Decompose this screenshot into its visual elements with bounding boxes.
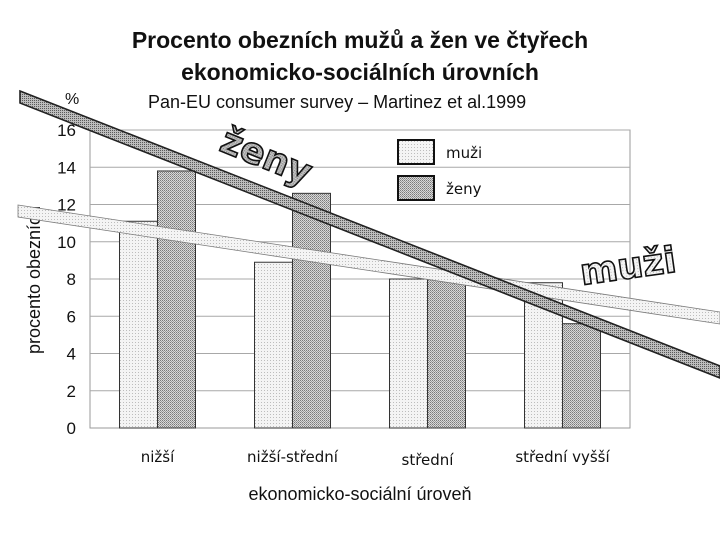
trend-line-zeny — [19, 89, 720, 379]
chart-title: Procento obezních mužů a žen ve čtyřech — [132, 27, 588, 53]
x-axis-label: ekonomicko-sociální úroveň — [248, 484, 471, 504]
bar-zeny — [427, 278, 466, 429]
y-tick-label: 12 — [57, 196, 76, 215]
category-label: nižší-střední — [247, 448, 339, 466]
annotation-muzi: muži — [578, 240, 679, 294]
y-tick-label: 6 — [67, 307, 76, 326]
bar-muzi — [119, 220, 158, 429]
y-tick-label: 16 — [57, 121, 76, 140]
y-tick-label: 0 — [67, 419, 76, 438]
bar-zeny — [562, 323, 601, 429]
legend-swatch-zeny — [397, 175, 435, 201]
unit-label: % — [65, 91, 79, 108]
y-tick-label: 8 — [67, 270, 76, 289]
category-label: střední vyšší — [515, 448, 610, 466]
y-tick-label: 4 — [67, 345, 76, 364]
legend-label-zeny: ženy — [446, 180, 482, 198]
y-tick-label: 10 — [57, 233, 76, 252]
category-label: nižší — [141, 448, 175, 466]
bar-muzi — [254, 261, 293, 429]
category-label: střední — [402, 451, 455, 469]
y-axis-label: procento obezních — [24, 206, 44, 354]
legend: muži ženy — [397, 139, 482, 201]
chart-subtitle: Pan-EU consumer survey – Martinez et al.… — [148, 92, 526, 112]
category-labels: nižší nižší-střední střední střední vyšší — [141, 448, 611, 469]
y-tick-labels: 0 2 4 6 8 10 12 14 16 — [57, 121, 76, 438]
bar-muzi — [389, 278, 428, 429]
y-tick-label: 14 — [57, 158, 76, 177]
bar-zeny — [292, 192, 331, 429]
bar-zeny — [157, 170, 196, 429]
legend-label-muzi: muži — [446, 144, 482, 162]
legend-swatch-muzi — [397, 139, 435, 165]
y-tick-label: 2 — [67, 382, 76, 401]
chart-title-line2: ekonomicko-sociálních úrovních — [181, 59, 539, 85]
